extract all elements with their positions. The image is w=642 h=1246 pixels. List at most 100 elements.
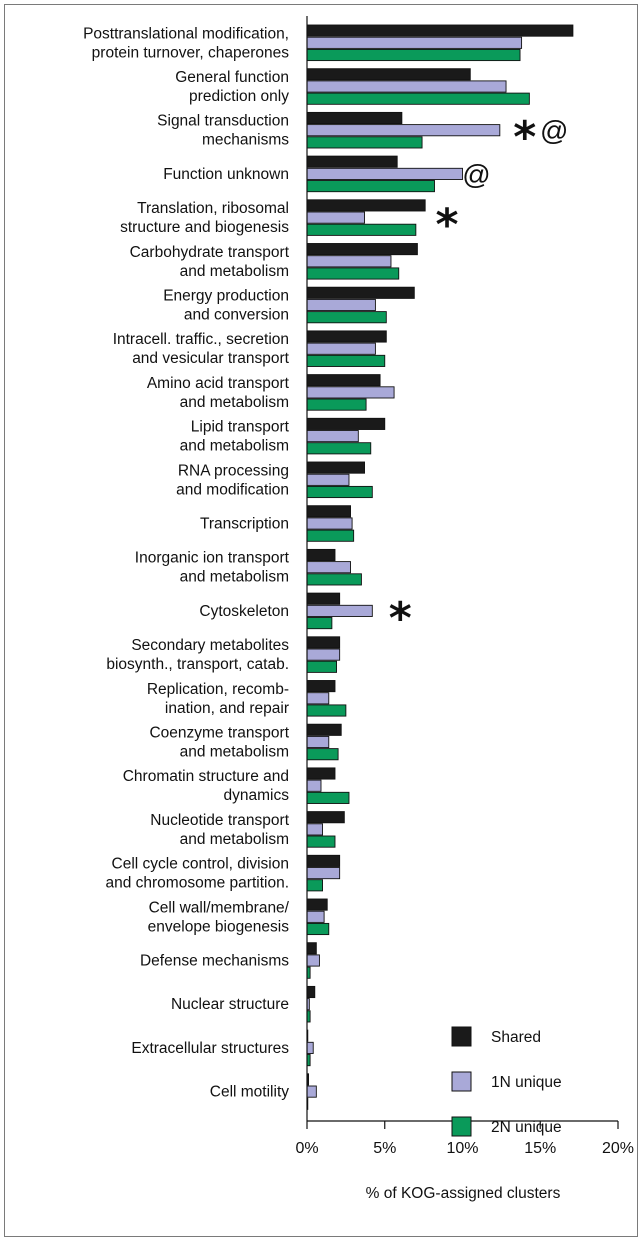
bar-shared-14 [306, 636, 341, 649]
x-tick-label: 10% [446, 1140, 478, 1157]
category-label: Replication, recomb-ination, and repair [147, 681, 289, 717]
category-label: Energy production and conversion [163, 288, 289, 324]
bar-2n-unique-13 [306, 617, 333, 630]
bar-shared-11 [306, 505, 351, 518]
bar-shared-8 [306, 374, 381, 387]
category-label: Carbohydrate transport and metabolism [130, 244, 290, 280]
x-tick-label: 20% [602, 1140, 634, 1157]
bar-1n-unique-10 [306, 473, 350, 486]
bar-2n-unique-2 [306, 136, 423, 149]
bar-2n-unique-17 [306, 791, 350, 804]
bar-shared-3 [306, 155, 398, 168]
legend-label-1: 1N unique [491, 1074, 562, 1091]
category-label: Intracell. traffic., secretion and vesicu… [113, 331, 290, 367]
legend-swatch-1 [451, 1071, 472, 1092]
x-axis-title: % of KOG-assigned clusters [366, 1185, 561, 1202]
bar-1n-unique-20 [306, 910, 325, 923]
bar-shared-19 [306, 854, 341, 867]
bar-1n-unique-2 [306, 124, 501, 137]
category-label: General function prediction only [175, 69, 289, 105]
bar-1n-unique-15 [306, 692, 330, 705]
category-label: Cell wall/membrane/envelope biogenesis [148, 899, 290, 935]
bar-shared-2 [306, 111, 403, 125]
x-tick-label: 5% [373, 1140, 396, 1157]
bar-1n-unique-16 [306, 735, 330, 749]
bar-shared-4 [306, 199, 426, 212]
bar-2n-unique-10 [306, 485, 373, 499]
bar-2n-unique-20 [306, 922, 330, 936]
bar-1n-unique-18 [306, 823, 324, 836]
category-label: Translation, ribosomal structure and biog… [120, 200, 289, 236]
bar-2n-unique-19 [306, 879, 324, 892]
category-label: Amino acid transport and metabolism [147, 375, 290, 411]
significance-at: @ [540, 115, 568, 146]
bar-1n-unique-6 [306, 298, 376, 312]
significance-star: * [513, 112, 536, 163]
bar-shared-20 [306, 898, 328, 911]
bar-1n-unique-14 [306, 648, 341, 661]
significance-star: * [435, 200, 458, 251]
bar-1n-unique-0 [306, 36, 523, 49]
bar-2n-unique-0 [306, 48, 521, 62]
bar-shared-21 [306, 942, 317, 955]
category-label: Extracellular structures [131, 1040, 289, 1057]
bar-2n-unique-6 [306, 311, 387, 324]
bar-shared-1 [306, 68, 471, 81]
kog-bar-chart: Posttranslational modification, protein t… [83, 16, 634, 1202]
category-label: Secondary metabolites biosynth., transpor… [106, 637, 289, 673]
bar-2n-unique-8 [306, 398, 367, 411]
x-tick-label: 0% [295, 1140, 318, 1157]
category-label: Nuclear structure [171, 996, 289, 1013]
bar-shared-15 [306, 680, 336, 693]
bar-1n-unique-9 [306, 430, 359, 443]
bar-1n-unique-11 [306, 517, 353, 530]
bar-2n-unique-7 [306, 354, 386, 367]
bar-shared-9 [306, 417, 386, 430]
significance-at: @ [462, 159, 490, 190]
category-label: Nucleotide transport and metabolism [150, 812, 289, 848]
bar-shared-17 [306, 767, 336, 780]
legend: Shared 1N unique 2N unique [451, 1026, 562, 1137]
bar-shared-5 [306, 243, 418, 256]
category-label: Cytoskeleton [199, 603, 289, 620]
category-label: RNA processing and modification [176, 462, 289, 498]
bar-2n-unique-16 [306, 748, 339, 761]
category-label: Cell motility [210, 1084, 289, 1101]
bar-1n-unique-1 [306, 80, 507, 93]
bar-2n-unique-5 [306, 267, 400, 280]
bar-1n-unique-17 [306, 779, 322, 792]
category-label: Defense mechanisms [140, 953, 289, 970]
bar-shared-7 [306, 330, 387, 343]
bar-1n-unique-4 [306, 211, 365, 224]
bar-shared-12 [306, 548, 336, 562]
category-label: Lipid transport and metabolism [180, 419, 290, 455]
bar-2n-unique-11 [306, 529, 355, 542]
category-label: Signal transduction mechanisms [157, 113, 289, 149]
bar-2n-unique-1 [306, 92, 530, 105]
bar-1n-unique-21 [306, 954, 320, 967]
category-label: Cell cycle control, division and chromoso… [105, 856, 289, 892]
legend-swatch-0 [451, 1026, 472, 1047]
bar-1n-unique-8 [306, 386, 395, 399]
legend-label-2: 2N unique [491, 1119, 562, 1136]
bar-1n-unique-7 [306, 342, 376, 355]
bar-2n-unique-3 [306, 180, 435, 193]
bar-2n-unique-9 [306, 442, 372, 455]
bars-layer [306, 24, 574, 1110]
bar-2n-unique-15 [306, 704, 347, 717]
bar-1n-unique-19 [306, 867, 341, 880]
bar-1n-unique-5 [306, 255, 392, 268]
bar-2n-unique-18 [306, 835, 336, 848]
category-labels: Posttranslational modification, protein t… [83, 25, 290, 1100]
category-label: Coenzyme transport and metabolism [149, 725, 289, 761]
bar-shared-6 [306, 286, 415, 299]
category-label: Chromatin structure and dynamics [123, 768, 290, 804]
bar-2n-unique-4 [306, 223, 417, 236]
bar-shared-18 [306, 811, 345, 824]
category-label: Function unknown [163, 166, 289, 183]
category-label: Transcription [200, 516, 289, 533]
legend-swatch-2 [451, 1116, 472, 1137]
legend-label-0: Shared [491, 1029, 541, 1046]
x-tick-label: 15% [524, 1140, 556, 1157]
bar-2n-unique-12 [306, 573, 362, 586]
